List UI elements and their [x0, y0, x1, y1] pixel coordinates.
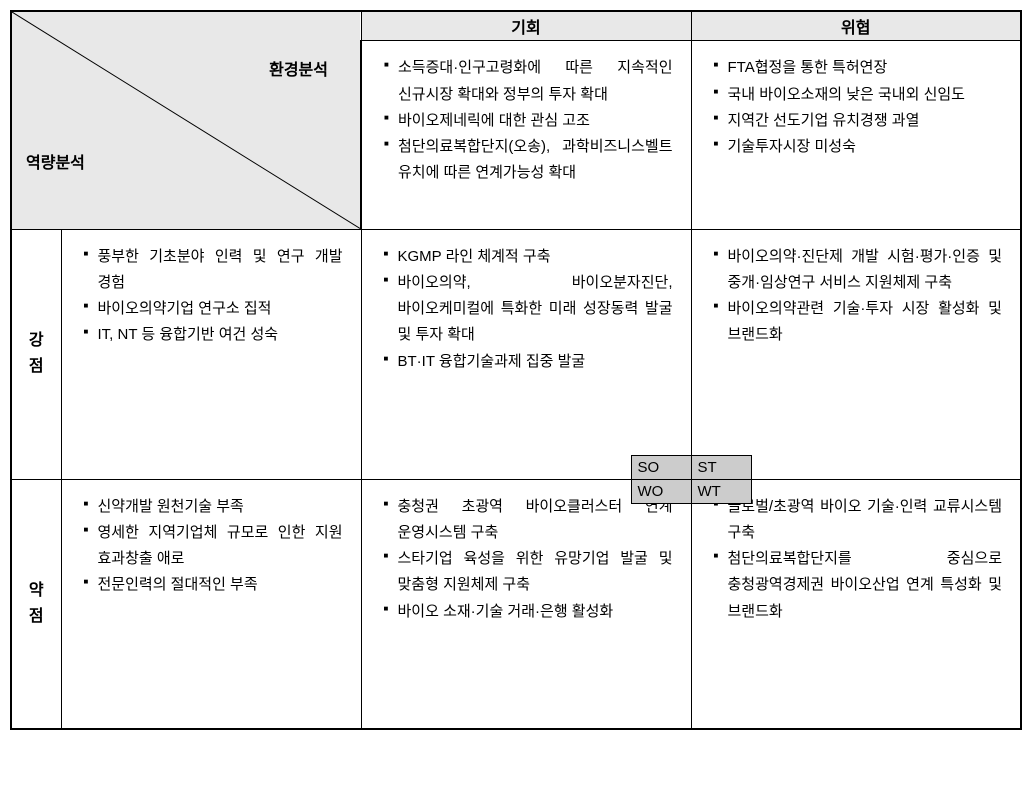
list-item: KGMP 라인 체계적 구축 [384, 244, 673, 270]
strength-label-text: 강 [12, 328, 61, 354]
wt-cell: 글로벌/초광역 바이오 기술·인력 교류시스템 구축 첨단의료복합단지를 중심으… [691, 479, 1021, 729]
opportunity-cell: 소득증대·인구고령화에 따른 지속적인 신규시장 확대와 정부의 투자 확대 바… [361, 41, 691, 229]
header-threat: 위협 [691, 11, 1021, 41]
list-item: 바이오의약·진단제 개발 시험·평가·인증 및 중개·임상연구 서비스 지원체제… [714, 244, 1003, 297]
wt-list: 글로벌/초광역 바이오 기술·인력 교류시스템 구축 첨단의료복합단지를 중심으… [692, 480, 1021, 639]
strength-list: 풍부한 기초분야 인력 및 연구 개발 경험 바이오의약기업 연구소 집적 IT… [62, 230, 361, 363]
list-item: 소득증대·인구고령화에 따른 지속적인 신규시장 확대와 정부의 투자 확대 [384, 55, 673, 108]
diag-label-capability: 역량분석 [26, 149, 85, 173]
list-item: BT·IT 융합기술과제 집중 발굴 [384, 349, 673, 375]
list-item: 풍부한 기초분야 인력 및 연구 개발 경험 [84, 244, 343, 297]
wo-cell: 충청권 초광역 바이오클러스터 연계 운영시스템 구축 스타기업 육성을 위한 … [361, 479, 691, 729]
header-row: 환경분석 역량분석 기회 위협 [11, 11, 1021, 41]
strength-row: 강 점 풍부한 기초분야 인력 및 연구 개발 경험 바이오의약기업 연구소 집… [11, 229, 1021, 479]
list-item: 지역간 선도기업 유치경쟁 과열 [714, 108, 1003, 134]
so-cell: KGMP 라인 체계적 구축 바이오의약, 바이오분자진단, 바이오케미컬에 특… [361, 229, 691, 479]
header-opportunity: 기회 [361, 11, 691, 41]
list-item: IT, NT 등 융합기반 여건 성숙 [84, 322, 343, 348]
list-item: 신약개발 원천기술 부족 [84, 494, 343, 520]
list-item: 글로벌/초광역 바이오 기술·인력 교류시스템 구축 [714, 494, 1003, 547]
list-item: 스타기업 육성을 위한 유망기업 발굴 및 맞춤형 지원체제 구축 [384, 546, 673, 599]
list-item: FTA협정을 통한 특허연장 [714, 55, 1003, 81]
opportunity-list: 소득증대·인구고령화에 따른 지속적인 신규시장 확대와 정부의 투자 확대 바… [362, 41, 691, 200]
swot-table-container: 환경분석 역량분석 기회 위협 소득증대·인구고령화에 따른 지속적인 신규시장… [10, 10, 1021, 730]
list-item: 바이오제네릭에 대한 관심 고조 [384, 108, 673, 134]
list-item: 첨단의료복합단지를 중심으로 충청광역경제권 바이오산업 연계 특성화 및 브랜… [714, 546, 1003, 625]
list-item: 충청권 초광역 바이오클러스터 연계 운영시스템 구축 [384, 494, 673, 547]
list-item: 바이오 소재·기술 거래·은행 활성화 [384, 599, 673, 625]
weakness-row: 약 점 신약개발 원천기술 부족 영세한 지역기업체 규모로 인한 지원 효과창… [11, 479, 1021, 729]
weakness-label: 약 점 [11, 479, 61, 729]
list-item: 바이오의약관련 기술·투자 시장 활성화 및 브랜드화 [714, 296, 1003, 349]
swot-table: 환경분석 역량분석 기회 위협 소득증대·인구고령화에 따른 지속적인 신규시장… [10, 10, 1022, 730]
st-list: 바이오의약·진단제 개발 시험·평가·인증 및 중개·임상연구 서비스 지원체제… [692, 230, 1021, 363]
weakness-list: 신약개발 원천기술 부족 영세한 지역기업체 규모로 인한 지원 효과창출 애로… [62, 480, 361, 613]
wo-list: 충청권 초광역 바이오클러스터 연계 운영시스템 구축 스타기업 육성을 위한 … [362, 480, 691, 639]
list-item: 바이오의약, 바이오분자진단, 바이오케미컬에 특화한 미래 성장동력 발굴 및… [384, 270, 673, 349]
weakness-label-text: 약 [12, 578, 61, 604]
list-item: 영세한 지역기업체 규모로 인한 지원 효과창출 애로 [84, 520, 343, 573]
st-cell: 바이오의약·진단제 개발 시험·평가·인증 및 중개·임상연구 서비스 지원체제… [691, 229, 1021, 479]
diagonal-header-cell: 환경분석 역량분석 [11, 11, 361, 229]
weakness-label-text: 점 [12, 604, 61, 630]
list-item: 국내 바이오소재의 낮은 국내외 신임도 [714, 82, 1003, 108]
list-item: 바이오의약기업 연구소 집적 [84, 296, 343, 322]
weakness-cell: 신약개발 원천기술 부족 영세한 지역기업체 규모로 인한 지원 효과창출 애로… [61, 479, 361, 729]
list-item: 기술투자시장 미성숙 [714, 134, 1003, 160]
diag-label-environment: 환경분석 [269, 56, 328, 80]
list-item: 전문인력의 절대적인 부족 [84, 572, 343, 598]
strength-cell: 풍부한 기초분야 인력 및 연구 개발 경험 바이오의약기업 연구소 집적 IT… [61, 229, 361, 479]
threat-list: FTA협정을 통한 특허연장 국내 바이오소재의 낮은 국내외 신임도 지역간 … [692, 41, 1021, 174]
diagonal-line [12, 12, 360, 229]
list-item: 첨단의료복합단지(오송), 과학비즈니스벨트 유치에 따른 연계가능성 확대 [384, 134, 673, 187]
strength-label-text: 점 [12, 354, 61, 380]
so-list: KGMP 라인 체계적 구축 바이오의약, 바이오분자진단, 바이오케미컬에 특… [362, 230, 691, 389]
threat-cell: FTA협정을 통한 특허연장 국내 바이오소재의 낮은 국내외 신임도 지역간 … [691, 41, 1021, 229]
strength-label: 강 점 [11, 229, 61, 479]
